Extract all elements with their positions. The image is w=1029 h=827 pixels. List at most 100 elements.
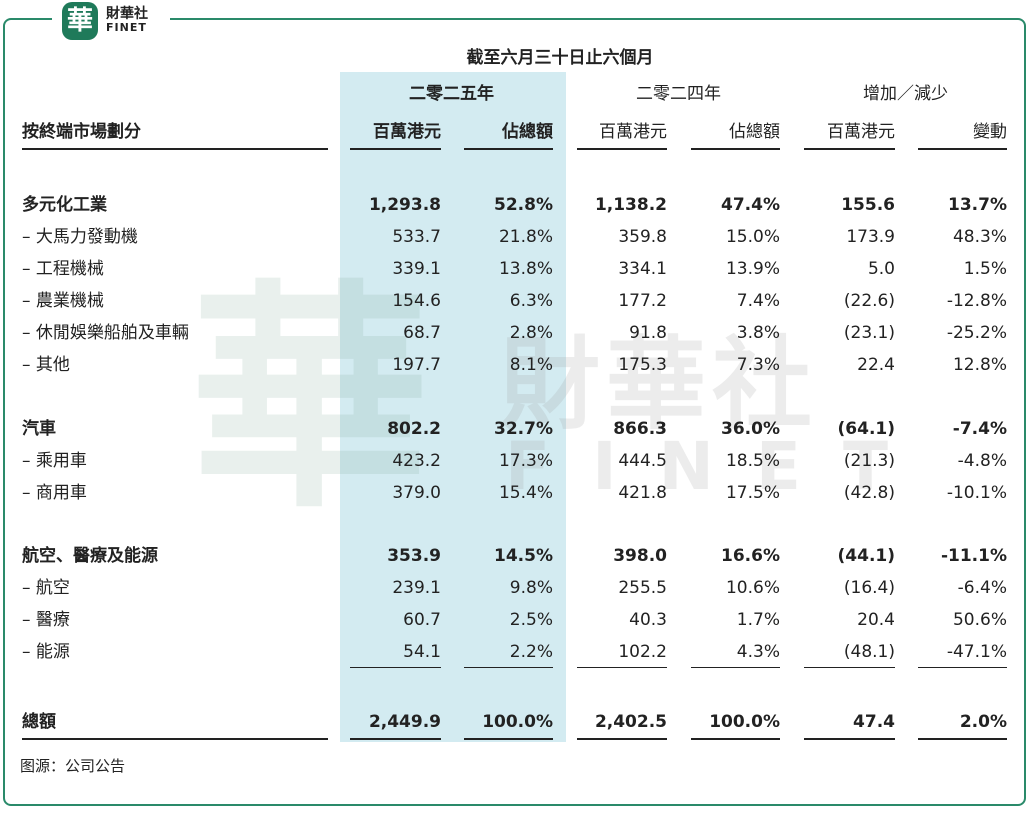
item-value: 40.3: [629, 610, 667, 630]
total-value: 2,402.5: [594, 712, 667, 732]
section-value: 13.7%: [948, 195, 1007, 215]
column-header: 百萬港元: [373, 122, 441, 142]
rule: [691, 738, 780, 740]
item-value: (23.1): [843, 323, 895, 343]
logo-mark: 華: [62, 2, 98, 40]
total-value: 2,449.9: [368, 712, 441, 732]
rule: [22, 738, 328, 740]
item-value: 15.4%: [498, 483, 553, 503]
section-value: 47.4%: [721, 195, 780, 215]
total-value: 100.0%: [482, 712, 553, 732]
section-value: 155.6: [841, 195, 895, 215]
item-value: 13.8%: [498, 259, 553, 279]
item-value: 2.5%: [509, 610, 553, 630]
logo: 華 財華社 FINET: [52, 0, 170, 42]
rule: [464, 148, 553, 150]
rule: [577, 738, 667, 740]
rule: [918, 738, 1007, 740]
rule: [918, 667, 1007, 668]
item-value: 18.5%: [725, 451, 780, 471]
item-value: (21.3): [843, 451, 895, 471]
item-label: – 工程機械: [22, 259, 104, 279]
item-value: -10.1%: [946, 483, 1007, 503]
section-value: 32.7%: [494, 419, 553, 439]
group-header: 增加／減少: [863, 84, 948, 104]
item-value: 60.7: [403, 610, 441, 630]
item-value: 7.3%: [736, 355, 780, 375]
rule: [804, 148, 895, 150]
item-value: 2.2%: [509, 642, 553, 662]
item-value: (22.6): [843, 291, 895, 311]
item-label: – 醫療: [22, 610, 70, 630]
item-label: – 商用車: [22, 483, 87, 503]
item-value: 21.8%: [498, 227, 553, 247]
item-value: 50.6%: [952, 610, 1007, 630]
item-label: – 農業機械: [22, 291, 104, 311]
column-header: 按終端市場劃分: [22, 122, 141, 142]
section-value: 1,293.8: [368, 195, 441, 215]
item-value: -25.2%: [946, 323, 1007, 343]
rule: [350, 667, 441, 668]
frame: [3, 18, 1026, 806]
watermark-name: 財華社: [500, 326, 818, 443]
item-value: 5.0: [867, 259, 895, 279]
item-value: 15.0%: [725, 227, 780, 247]
item-value: -6.4%: [957, 578, 1007, 598]
logo-sub: FINET: [106, 21, 147, 34]
item-value: 7.4%: [736, 291, 780, 311]
rule: [464, 667, 553, 668]
section-value: 398.0: [613, 546, 667, 566]
total-value: 47.4: [853, 712, 895, 732]
item-label: – 大馬力發動機: [22, 227, 138, 247]
item-value: 423.2: [392, 451, 441, 471]
rule: [350, 738, 441, 740]
item-value: 10.6%: [725, 578, 780, 598]
rule: [350, 148, 441, 150]
section-label: 多元化工業: [22, 195, 107, 215]
rule: [691, 667, 780, 668]
item-label: – 乘用車: [22, 451, 87, 471]
section-value: 1,138.2: [594, 195, 667, 215]
item-value: 359.8: [618, 227, 667, 247]
item-value: 13.9%: [725, 259, 780, 279]
rule: [918, 148, 1007, 150]
item-label: – 航空: [22, 578, 70, 598]
item-value: -4.8%: [957, 451, 1007, 471]
group-header: 二零二五年: [409, 84, 494, 104]
item-value: 1.5%: [963, 259, 1007, 279]
item-value: 12.8%: [952, 355, 1007, 375]
item-value: 255.5: [618, 578, 667, 598]
section-label: 航空、醫療及能源: [22, 546, 158, 566]
item-value: 177.2: [618, 291, 667, 311]
section-value: 353.9: [387, 546, 441, 566]
section-value: 802.2: [387, 419, 441, 439]
section-value: 16.6%: [721, 546, 780, 566]
section-value: 36.0%: [721, 419, 780, 439]
column-header: 百萬港元: [827, 122, 895, 142]
rule: [804, 667, 895, 668]
total-value: 2.0%: [959, 712, 1007, 732]
period: 截至六月三十日止六個月: [466, 48, 654, 68]
section-value: 14.5%: [494, 546, 553, 566]
item-value: 8.1%: [509, 355, 553, 375]
item-value: 54.1: [403, 642, 441, 662]
source: 图源：公司公告: [20, 757, 126, 775]
item-value: 48.3%: [952, 227, 1007, 247]
rule: [691, 148, 780, 150]
item-label: – 休閒娛樂船舶及車輛: [22, 323, 189, 343]
section-value: (64.1): [837, 419, 895, 439]
section-label: 汽車: [22, 419, 56, 439]
item-value: 379.0: [392, 483, 441, 503]
column-header: 佔總額: [729, 122, 780, 142]
item-value: 421.8: [618, 483, 667, 503]
item-value: 102.2: [618, 642, 667, 662]
section-value: 866.3: [613, 419, 667, 439]
item-value: 3.8%: [736, 323, 780, 343]
item-value: 334.1: [618, 259, 667, 279]
item-value: 197.7: [392, 355, 441, 375]
item-value: 17.3%: [498, 451, 553, 471]
section-value: 52.8%: [494, 195, 553, 215]
rule: [577, 148, 667, 150]
highlight-band: [340, 72, 566, 742]
item-value: 9.8%: [509, 578, 553, 598]
